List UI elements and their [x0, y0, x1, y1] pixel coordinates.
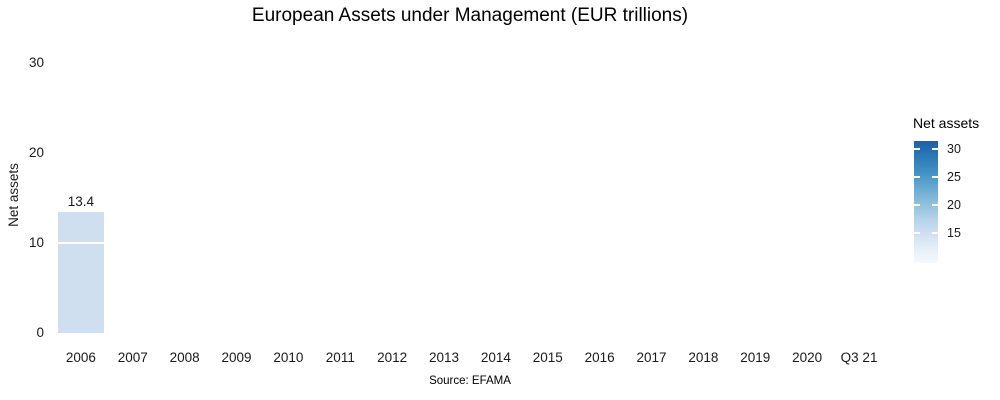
legend-tick-label: 20 — [947, 198, 961, 212]
bar-2006 — [57, 212, 104, 333]
legend-tick-label: 30 — [947, 142, 961, 156]
x-tick-label-2008: 2008 — [169, 350, 200, 365]
source-caption: Source: EFAMA — [429, 375, 511, 387]
bar-value-label: 13.4 — [67, 194, 95, 209]
gridline-10 — [55, 242, 885, 244]
legend-tick-mark — [932, 148, 938, 150]
x-tick-label-2011: 2011 — [325, 350, 355, 365]
y-tick-label: 0 — [36, 325, 44, 340]
x-tick-label-2009: 2009 — [221, 350, 252, 365]
x-tick-label-Q3-21: Q3 21 — [840, 350, 878, 365]
x-tick-label-2018: 2018 — [688, 350, 719, 365]
x-tick-label-2016: 2016 — [584, 350, 615, 365]
plot-panel: 13.4 — [55, 62, 885, 333]
legend-tick-mark — [914, 204, 920, 206]
y-tick-label: 20 — [28, 145, 44, 160]
y-axis-title: Net assets — [6, 163, 21, 227]
legend-tick-mark — [914, 232, 920, 234]
x-tick-label-2015: 2015 — [532, 350, 563, 365]
x-tick-label-2017: 2017 — [636, 350, 667, 365]
x-tick-label-2007: 2007 — [117, 350, 148, 365]
x-tick-label-2020: 2020 — [792, 350, 823, 365]
legend-tick-mark — [932, 232, 938, 234]
x-axis-tick-labels: 2006 2007 2008 2009 2010 2011 2012 2013 2014 2015… — [55, 350, 885, 368]
legend-tick-mark — [932, 176, 938, 178]
legend-tick-mark — [914, 148, 920, 150]
x-tick-label-2010: 2010 — [273, 350, 304, 365]
chart-title: European Assets under Management (EUR tr… — [251, 5, 689, 26]
x-tick-label-2019: 2019 — [740, 350, 771, 365]
legend-tick-mark — [914, 176, 920, 178]
y-tick-label: 30 — [28, 55, 44, 70]
gridline-20 — [55, 152, 885, 154]
x-tick-label-2014: 2014 — [480, 350, 511, 365]
y-tick-label: 10 — [28, 235, 44, 250]
legend-tick-label: 15 — [947, 226, 961, 240]
x-tick-label-2012: 2012 — [377, 350, 408, 365]
gridline-30 — [55, 62, 885, 64]
legend-tick-mark — [932, 204, 938, 206]
x-tick-label-2013: 2013 — [429, 350, 460, 365]
legend-tick-label: 25 — [947, 170, 961, 184]
legend-title: Net assets — [913, 115, 980, 131]
legend-gradient-bar — [914, 141, 938, 263]
x-tick-label-2006: 2006 — [65, 350, 96, 365]
